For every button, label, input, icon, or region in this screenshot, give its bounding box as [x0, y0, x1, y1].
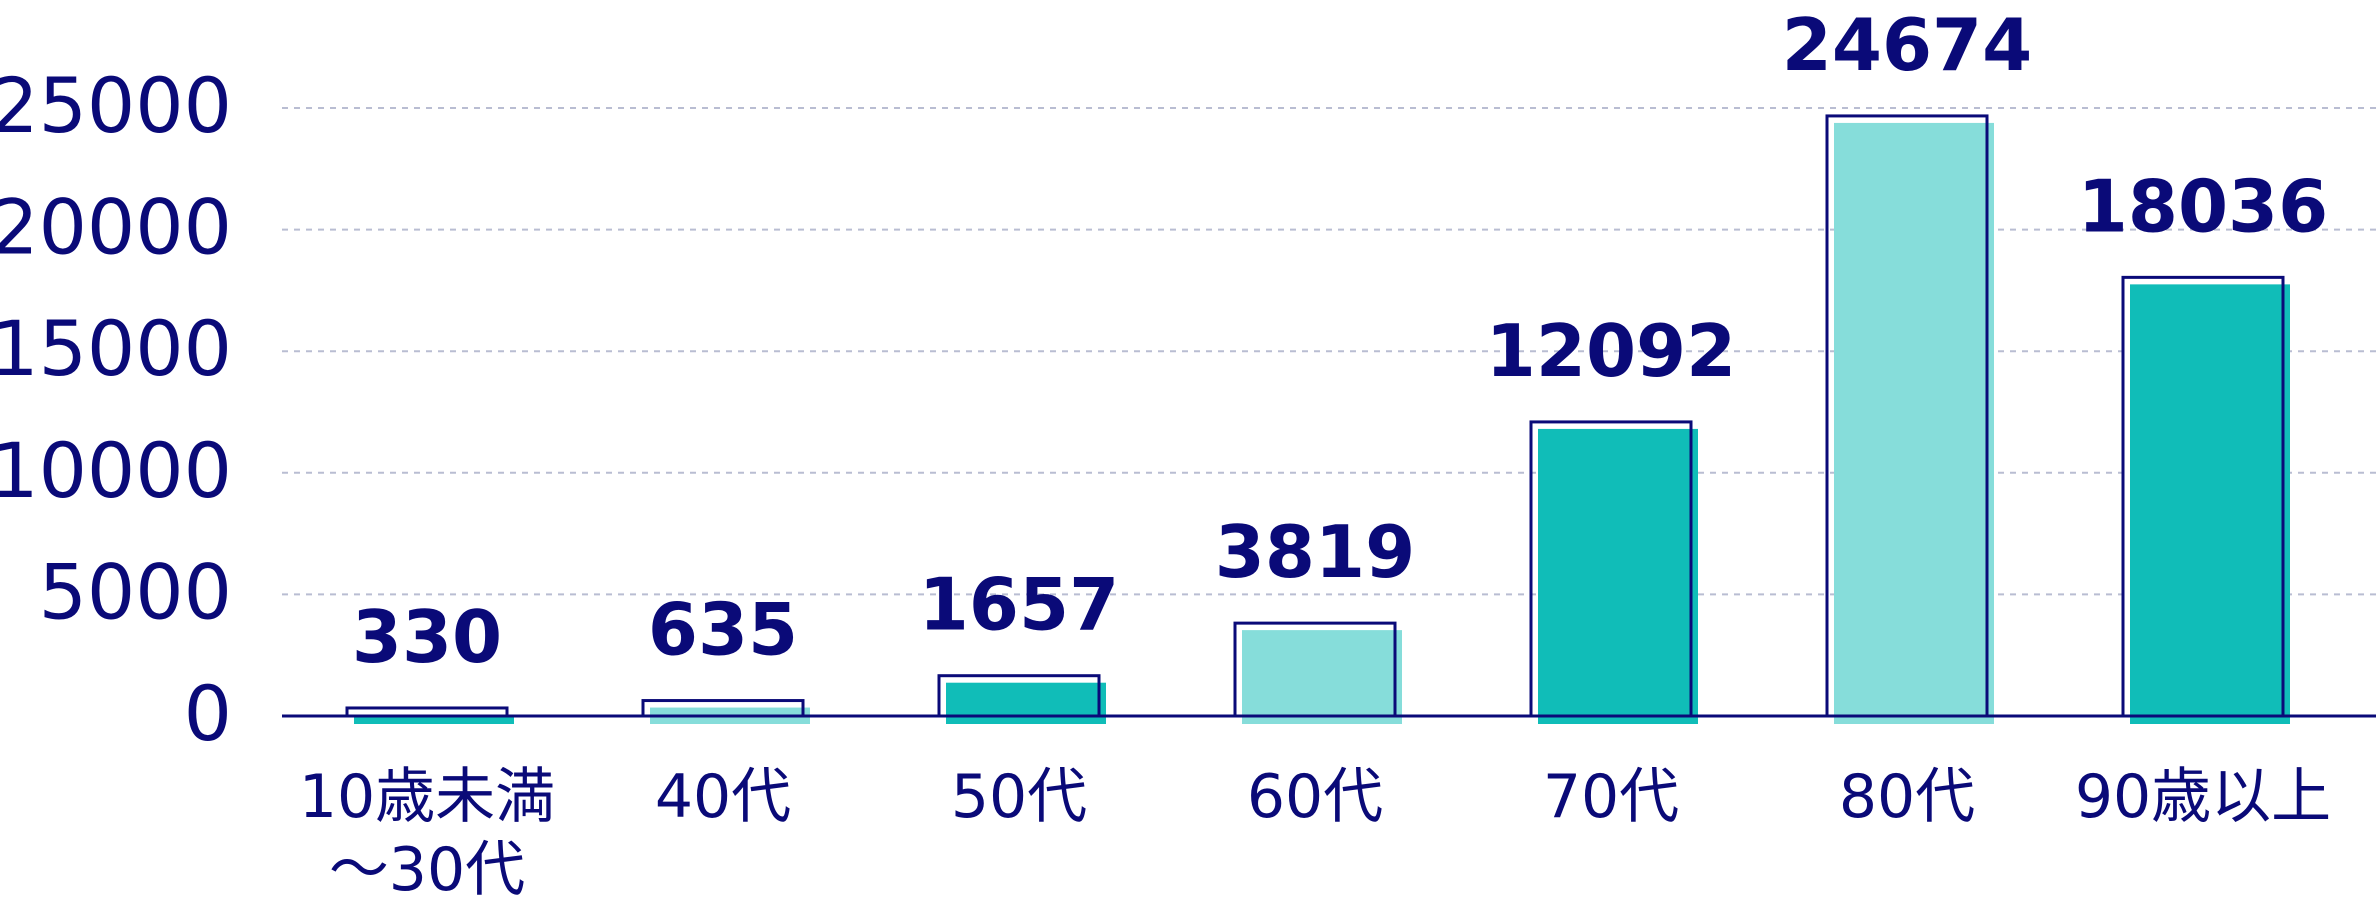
data-label: 18036	[2078, 164, 2329, 248]
data-labels: 330 635 1657 3819 12092 24674 18036	[352, 3, 2328, 679]
y-tick-label: 0	[184, 669, 232, 758]
bar	[1825, 114, 1994, 724]
bar-fill	[946, 682, 1106, 724]
data-label: 1657	[919, 563, 1119, 647]
y-tick-label: 5000	[39, 547, 232, 636]
x-tick-label: 40代	[655, 762, 791, 832]
bar-fill	[1538, 428, 1698, 724]
x-tick-label: ～30代	[329, 835, 525, 905]
bars	[345, 114, 2290, 724]
x-tick-label: 80代	[1839, 762, 1975, 832]
x-tick-label: 90歳以上	[2075, 762, 2331, 832]
bar	[1529, 420, 1698, 724]
y-tick-label: 10000	[0, 426, 232, 515]
x-tick-label: 70代	[1543, 762, 1679, 832]
bar	[2121, 275, 2290, 724]
data-label: 3819	[1215, 510, 1415, 594]
x-tick-label: 10歳未満	[299, 762, 555, 832]
x-tick-label: 50代	[951, 762, 1087, 832]
data-label: 24674	[1782, 3, 2033, 87]
data-label: 12092	[1486, 309, 1737, 393]
gridlines	[282, 107, 2376, 596]
y-tick-label: 15000	[0, 304, 232, 393]
x-tick-label: 60代	[1247, 762, 1383, 832]
x-axis-ticks: 10歳未満～30代 40代 50代 60代 70代 80代 90歳以上	[299, 762, 2331, 905]
bar-fill	[1242, 630, 1402, 724]
y-axis-ticks: 0 5000 10000 15000 20000 25000	[0, 61, 232, 758]
bar-fill	[354, 714, 514, 724]
data-label: 635	[648, 588, 798, 672]
bar-fill	[1834, 122, 1994, 724]
y-tick-label: 20000	[0, 183, 232, 272]
y-tick-label: 25000	[0, 61, 232, 150]
bar-fill	[2130, 284, 2290, 724]
bar	[641, 699, 810, 724]
bar	[1233, 621, 1402, 724]
data-label: 330	[352, 595, 502, 679]
